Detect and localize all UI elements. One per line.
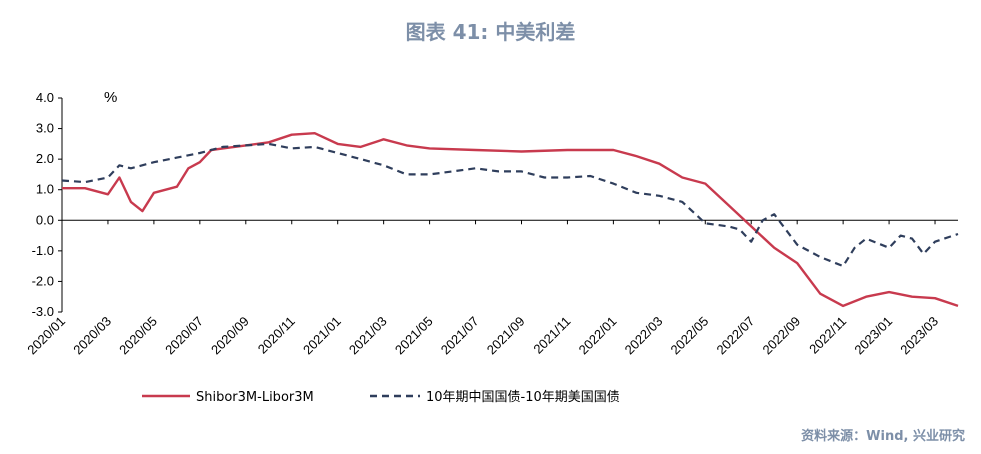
x-tick-label: 2020/09 [208, 314, 252, 358]
x-tick-label: 2022/07 [714, 314, 758, 358]
x-tick-label: 2021/09 [484, 314, 528, 358]
legend-label-2: 10年期中国国债-10年期美国国债 [426, 390, 620, 405]
x-tick-label: 2021/03 [346, 314, 390, 358]
y-tick-label: 2.0 [36, 151, 54, 166]
x-tick-label: 2021/07 [438, 314, 482, 358]
x-tick-label: 2021/01 [300, 314, 344, 358]
y-tick-label: -3.0 [32, 304, 54, 319]
x-tick-label: 2021/05 [392, 314, 436, 358]
x-tick-label: 2020/11 [255, 314, 298, 357]
source-note: 资料来源：Wind, 兴业研究 [801, 429, 965, 444]
series-line-1 [62, 132, 959, 308]
y-tick-label: -1.0 [32, 243, 54, 258]
x-tick-label: 2022/11 [806, 314, 849, 357]
x-tick-label: 2020/03 [70, 314, 114, 358]
x-tick-label: 2022/05 [668, 314, 712, 358]
legend-label-1: Shibor3M-Libor3M [196, 390, 314, 405]
x-tick-label: 2022/09 [759, 314, 803, 358]
x-tick-label: 2022/03 [622, 314, 666, 358]
x-tick-label: 2020/05 [116, 314, 160, 358]
chart-title: 图表 41: 中美利差 [405, 20, 576, 44]
x-tick-label: 2020/07 [162, 314, 206, 358]
x-tick-label: 2020/01 [24, 314, 68, 358]
x-tick-label: 2021/11 [530, 314, 573, 357]
y-tick-label: 4.0 [36, 90, 54, 105]
series-line-2 [61, 142, 959, 268]
x-tick-label: 2023/01 [851, 314, 895, 358]
y-unit-label: % [104, 89, 117, 106]
y-tick-label: 0.0 [36, 212, 54, 227]
x-tick-label: 2023/03 [897, 314, 941, 358]
y-tick-label: -2.0 [32, 273, 54, 288]
y-tick-label: 1.0 [36, 182, 54, 197]
x-tick-label: 2022/01 [576, 314, 620, 358]
y-tick-label: 3.0 [36, 121, 54, 136]
